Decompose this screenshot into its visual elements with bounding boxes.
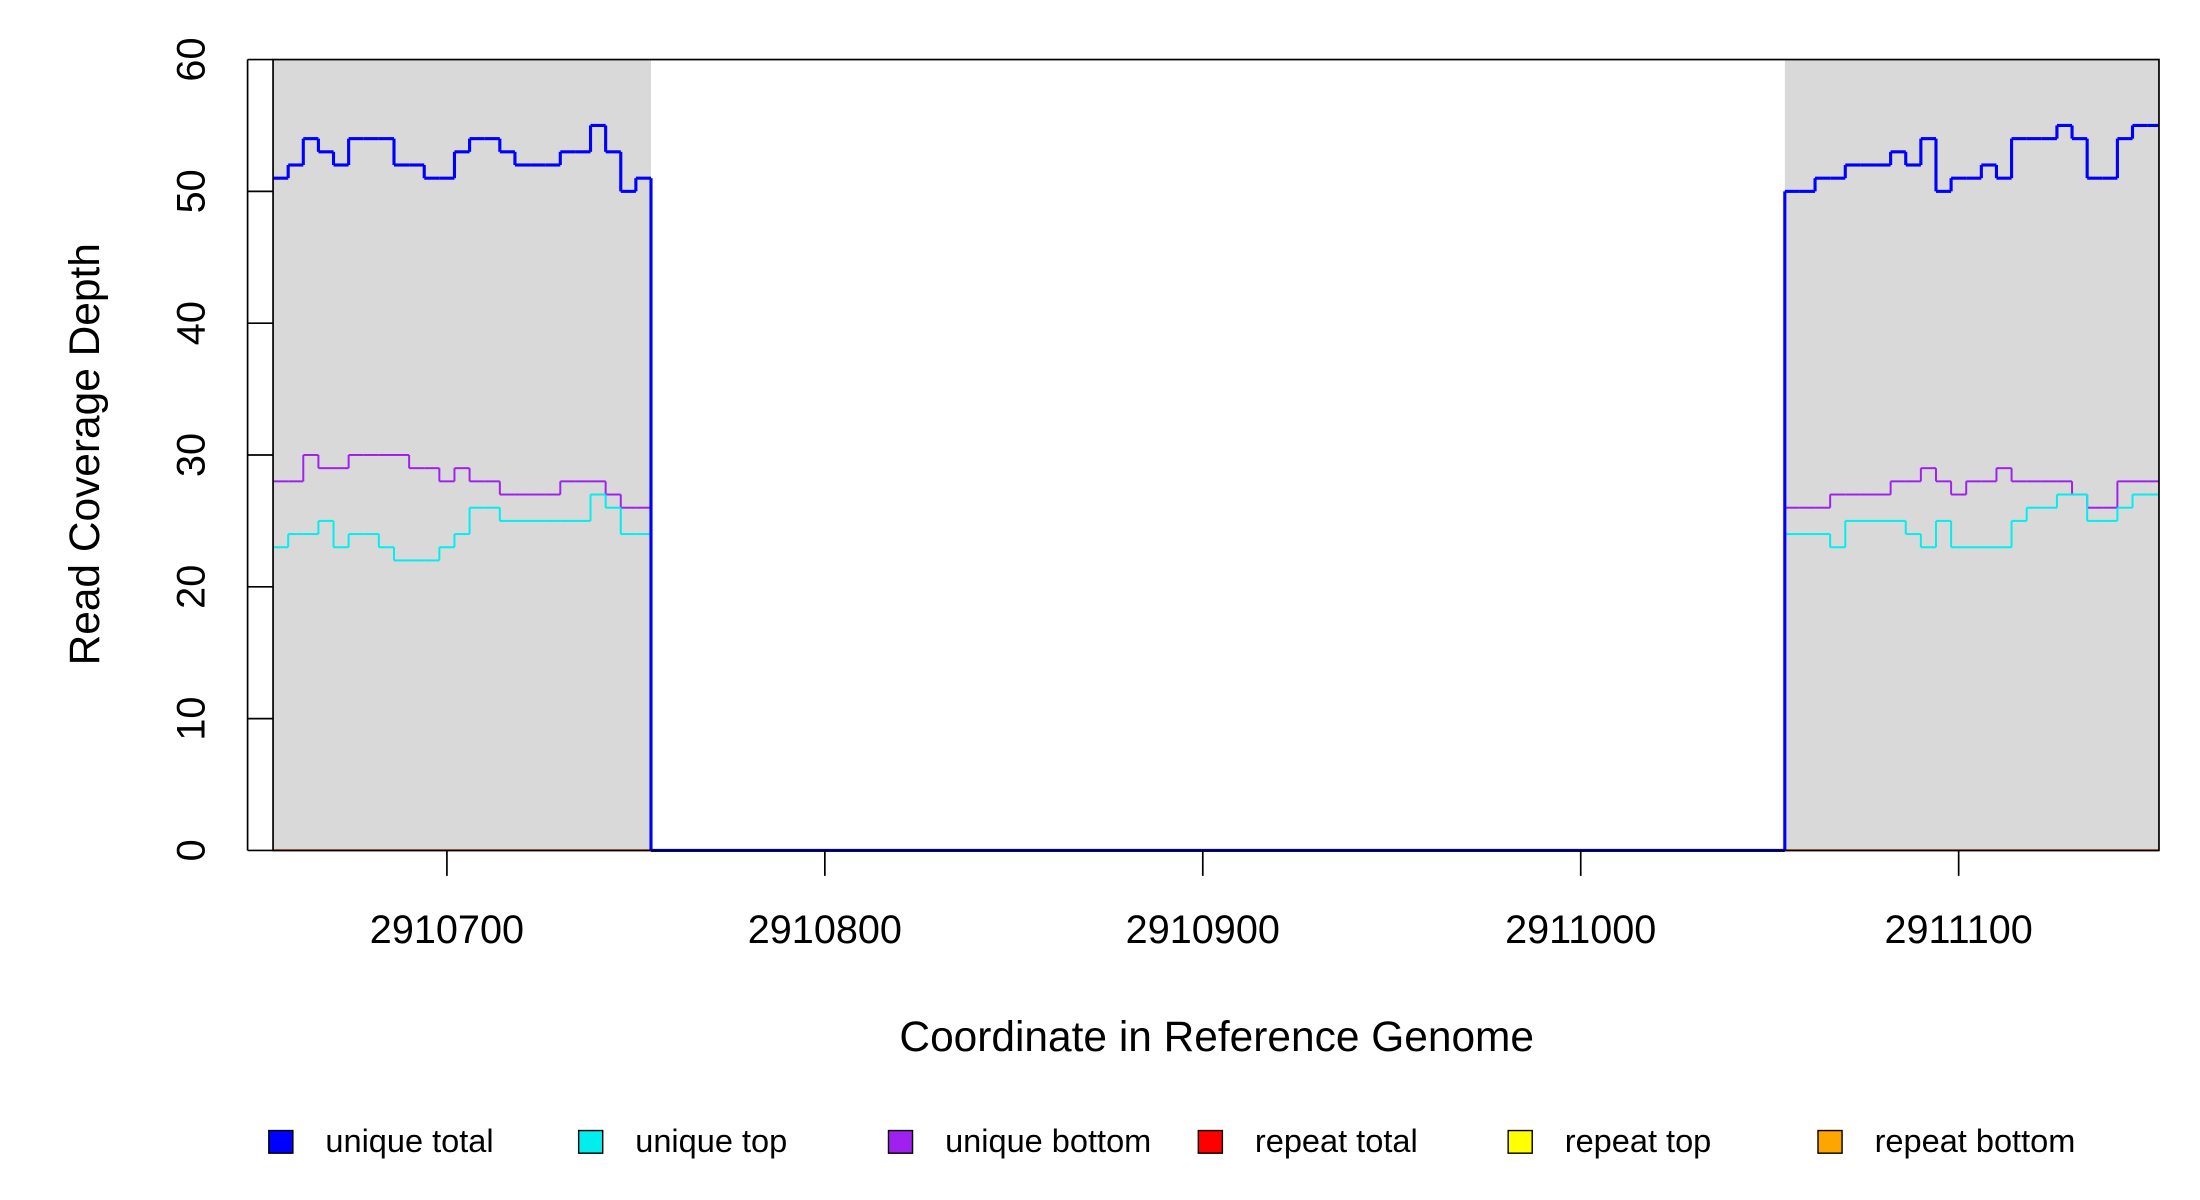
legend-swatch bbox=[1197, 1129, 1224, 1154]
legend-swatch bbox=[577, 1129, 604, 1154]
y-tick-label: 50 bbox=[169, 169, 213, 213]
legend-swatch bbox=[268, 1129, 294, 1154]
y-tick-label: 30 bbox=[169, 433, 213, 477]
x-tick-label: 2911100 bbox=[1884, 908, 2032, 952]
legend-swatch bbox=[887, 1129, 914, 1154]
y-axis-title: Read Coverage Depth bbox=[61, 243, 108, 665]
x-tick-label: 2910900 bbox=[1126, 908, 1280, 952]
legend-label: unique top bbox=[635, 1123, 787, 1159]
axes: 0 10 20 30 40 50 60 2910700 2910800 2910900 291100… bbox=[169, 38, 2033, 952]
x-tick-label: 2910700 bbox=[370, 908, 524, 952]
y-tick-label: 10 bbox=[169, 697, 213, 741]
y-tick-label: 60 bbox=[169, 38, 213, 82]
x-tick-label: 2911000 bbox=[1505, 908, 1656, 952]
legend-label: unique total bbox=[325, 1123, 493, 1159]
y-tick-label: 40 bbox=[169, 301, 213, 345]
legend-label: repeat total bbox=[1255, 1123, 1418, 1159]
legend: unique total unique top unique bottom repea… bbox=[268, 1123, 2076, 1159]
legend-label: unique bottom bbox=[945, 1123, 1151, 1159]
x-axis-title: Coordinate in Reference Genome bbox=[899, 1013, 1534, 1060]
shading bbox=[273, 59, 2159, 851]
y-tick-label: 20 bbox=[169, 565, 213, 609]
legend-label: repeat bottom bbox=[1875, 1123, 2076, 1159]
y-tick-label: 0 bbox=[169, 839, 213, 861]
shaded-range bbox=[273, 59, 651, 851]
legend-label: repeat top bbox=[1565, 1123, 1712, 1159]
legend-swatch bbox=[1507, 1129, 1533, 1154]
legend-swatch bbox=[1817, 1129, 1843, 1154]
shaded-range bbox=[1784, 59, 2159, 851]
x-tick-label: 2910800 bbox=[748, 908, 902, 952]
